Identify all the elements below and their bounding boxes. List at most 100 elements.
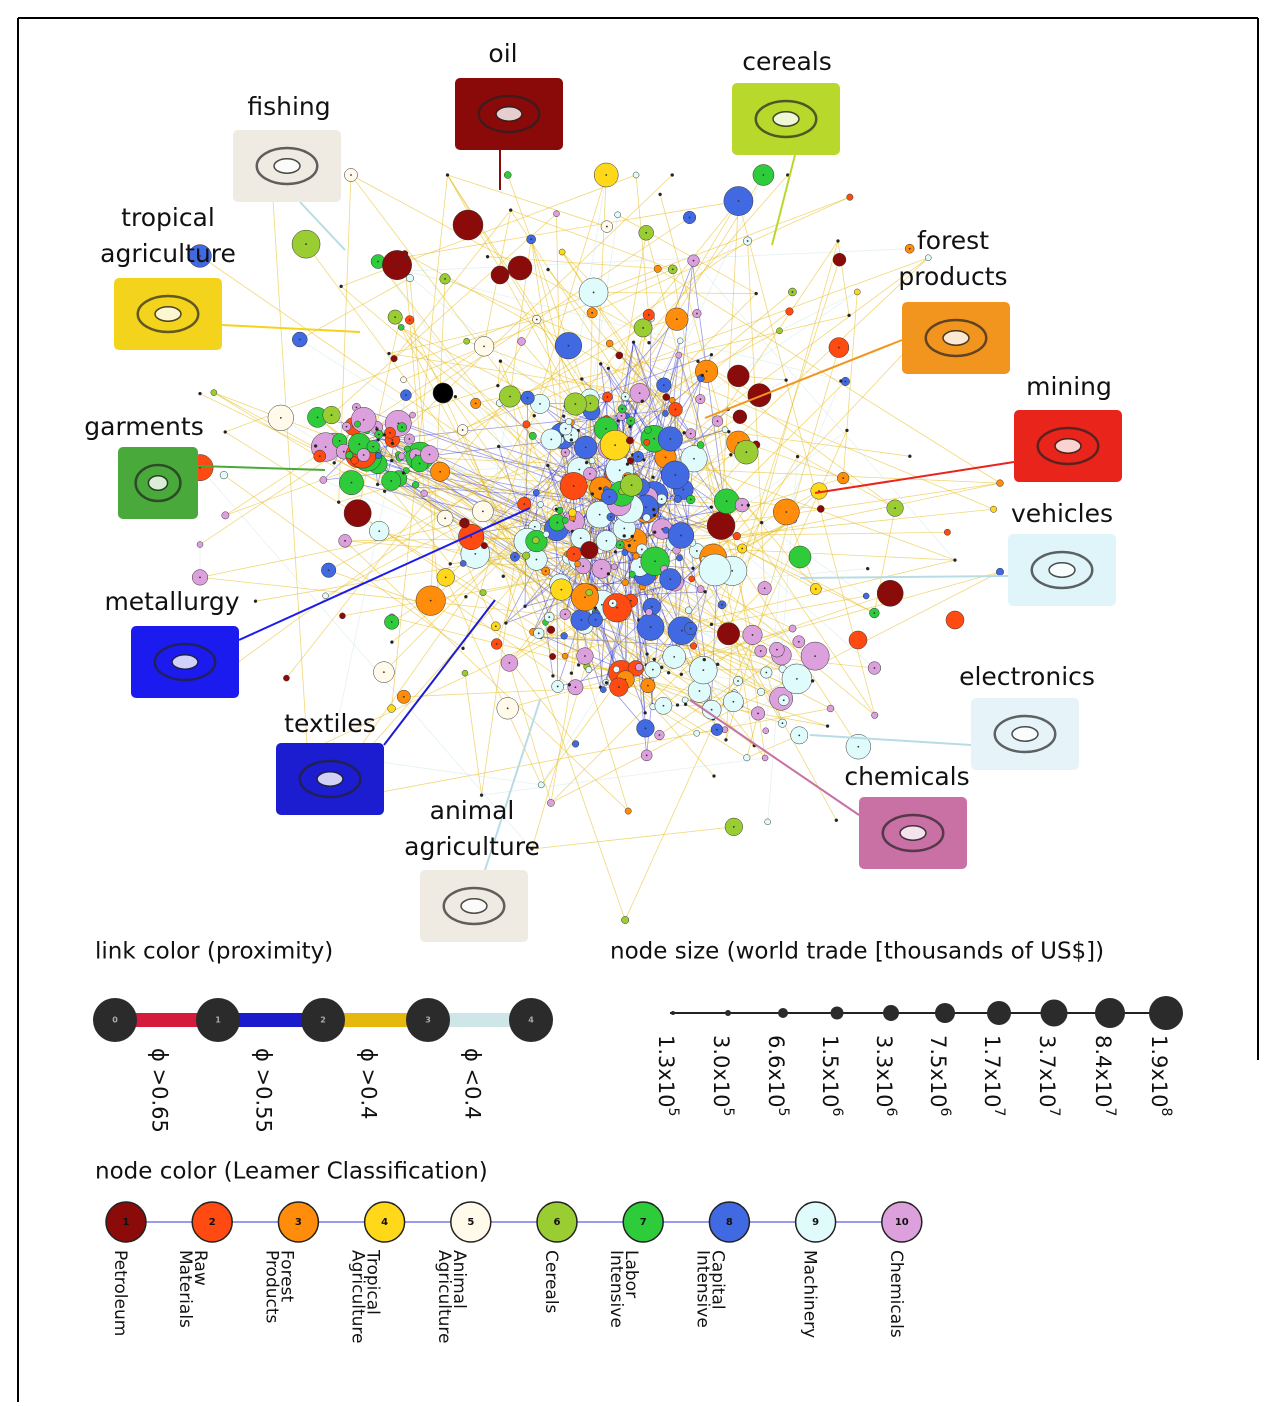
network-node [561,632,568,639]
callout-label: mining [1026,372,1112,401]
network-node-dot [720,525,722,527]
network-node-dot [731,570,733,572]
network-node [502,575,505,578]
network-node-dot [372,446,374,448]
network-node [626,463,629,466]
network-node-dot [873,612,875,614]
network-node-dot [589,473,591,475]
network-node-dot [733,826,735,828]
network-node [671,174,674,177]
network-node [684,703,687,706]
network-node [481,542,487,548]
network-node-dot [589,403,591,405]
network-node [996,568,1003,575]
network-node-dot [591,312,593,314]
network-node-dot [363,454,365,456]
network-node [283,675,289,681]
network-node [653,658,656,661]
network-node [504,171,511,178]
network-node [566,418,572,424]
network-node [570,672,573,675]
network-node-dot [199,576,201,578]
network-node-dot [663,705,665,707]
network-node [716,663,719,666]
network-node-dot [539,403,541,405]
icon-glyph [773,112,799,126]
network-node [486,255,489,258]
network-node-dot [409,319,411,321]
legend-title: link color (proximity) [95,939,333,965]
color-label: Agriculture [348,1250,368,1344]
network-link [465,673,482,795]
size-label-base: 7.5x10 [926,1035,950,1108]
network-node [607,572,610,575]
network-node [401,377,407,383]
network-node [460,560,466,566]
network-node-dot [331,414,333,416]
size-label: 3.3x106 [872,1035,899,1117]
network-node-dot [645,506,647,508]
network-node-dot [396,264,398,266]
network-node-dot [445,576,447,578]
color-label: Cereals [541,1250,561,1314]
network-node-dot [682,489,684,491]
network-node [652,476,655,479]
network-node [696,360,699,363]
callout-label: cereals [742,47,832,76]
network-node-dot [319,455,321,457]
legend-node-number: 1 [215,1016,221,1025]
network-node-dot [588,549,590,551]
network-node-dot [556,522,558,524]
network-node [446,174,449,177]
network-node [646,653,649,656]
network-node [421,490,428,497]
network-node [449,562,452,565]
network-node [491,266,509,284]
legend-node-number: 0 [112,1016,118,1025]
network-node-dot [618,686,620,688]
network-node-dot [605,428,607,430]
network-node-dot [752,634,754,636]
network-node-dot [357,512,359,514]
network-node-dot [690,499,692,501]
network-node [354,421,360,427]
network-node [817,505,824,512]
network-node [676,352,682,358]
network-node [908,455,911,458]
network-node [433,383,453,403]
color-label: Machinery [800,1250,820,1338]
size-label-exponent: 5 [720,1108,736,1117]
network-node [605,681,608,684]
network-node [533,489,539,495]
size-label: 1.3x105 [654,1035,681,1116]
network-node [811,679,814,682]
network-node [762,755,768,761]
network-node [222,512,229,519]
color-label: Intensive [606,1250,626,1328]
network-node [621,916,628,923]
network-link [406,271,846,381]
size-label: 1.7x107 [980,1035,1007,1116]
network-node-dot [391,439,393,441]
callout-label: electronics [959,662,1095,691]
icon-glyph [1012,727,1038,741]
network-node [733,532,741,540]
network-node [546,464,549,467]
network-node-dot [429,454,431,456]
network-node-dot [325,446,327,448]
network-node [659,193,662,196]
network-node [606,340,613,347]
network-node-dot [343,451,345,453]
legend-title: node color (Leamer Classification) [95,1159,488,1185]
network-node [747,504,750,507]
network-node-dot [470,536,472,538]
network-node-dot [845,381,847,383]
network-node-dot [607,396,609,398]
leader-line [810,735,971,745]
network-node [337,501,340,504]
network-node-dot [616,607,618,609]
network-node [375,428,378,431]
link-label: ϕ >0.65 [148,1048,172,1133]
leader-line [800,576,1008,578]
network-node-dot [377,261,379,263]
